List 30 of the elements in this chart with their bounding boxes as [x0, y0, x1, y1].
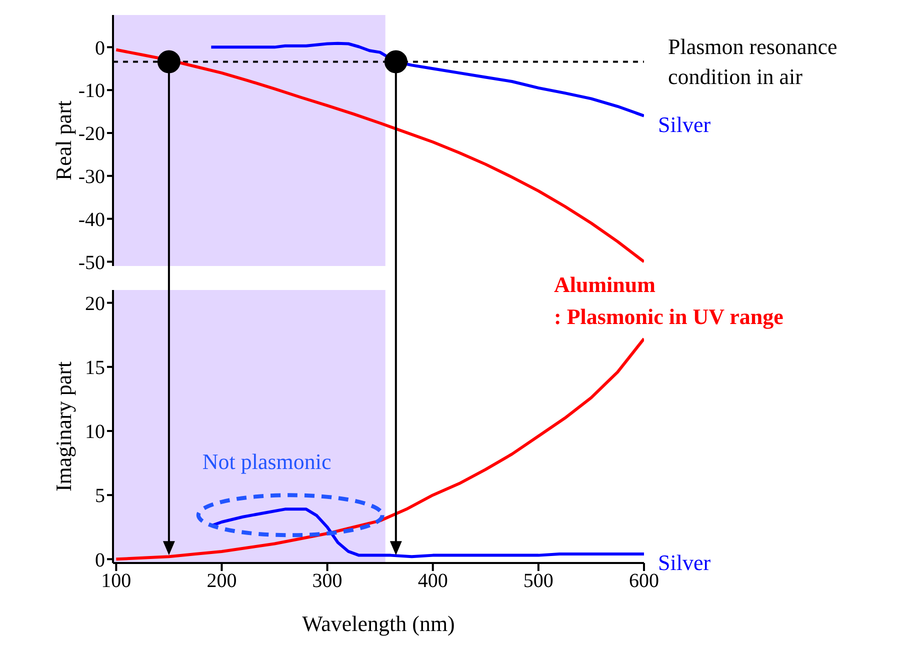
y-tick-label: 10: [85, 421, 105, 444]
x-tick-label: 400: [418, 570, 448, 592]
y-tick-label: 0: [95, 37, 105, 60]
ref-line-label: Plasmon resonance condition in air: [668, 34, 838, 89]
x-tick-label: 300: [312, 570, 342, 592]
y-tick-label: -50: [78, 252, 105, 274]
y-tick-label: 15: [85, 357, 105, 379]
line-series: [210, 508, 644, 558]
series-label: Silver: [658, 550, 711, 576]
x-axis-title: Wavelength (nm): [302, 611, 455, 636]
x-tick-label: 100: [101, 570, 132, 592]
y-tick-label: -30: [78, 166, 105, 188]
y-tick-label: -10: [78, 80, 105, 102]
y-axis-title: Real part: [50, 100, 76, 181]
line-series: [114, 337, 644, 561]
x-tick-label: 500: [523, 570, 554, 592]
y-tick-label: 0: [95, 549, 105, 572]
y-tick-label: 5: [95, 485, 105, 508]
series-label: Aluminum: [554, 270, 656, 299]
x-tick-label: 600: [629, 570, 659, 592]
line-series: [114, 48, 644, 264]
y-tick-label: -20: [78, 123, 105, 146]
y-axis-title: Imaginary part: [50, 361, 76, 492]
series-label: Silver: [658, 112, 711, 138]
y-tick-label: -40: [78, 208, 105, 231]
annotation: : Plasmonic in UV range: [554, 302, 784, 331]
line-series: [210, 42, 644, 118]
x-tick-label: 200: [206, 570, 237, 592]
y-tick-label: 20: [85, 292, 105, 315]
annotation: Not plasmonic: [202, 449, 332, 474]
